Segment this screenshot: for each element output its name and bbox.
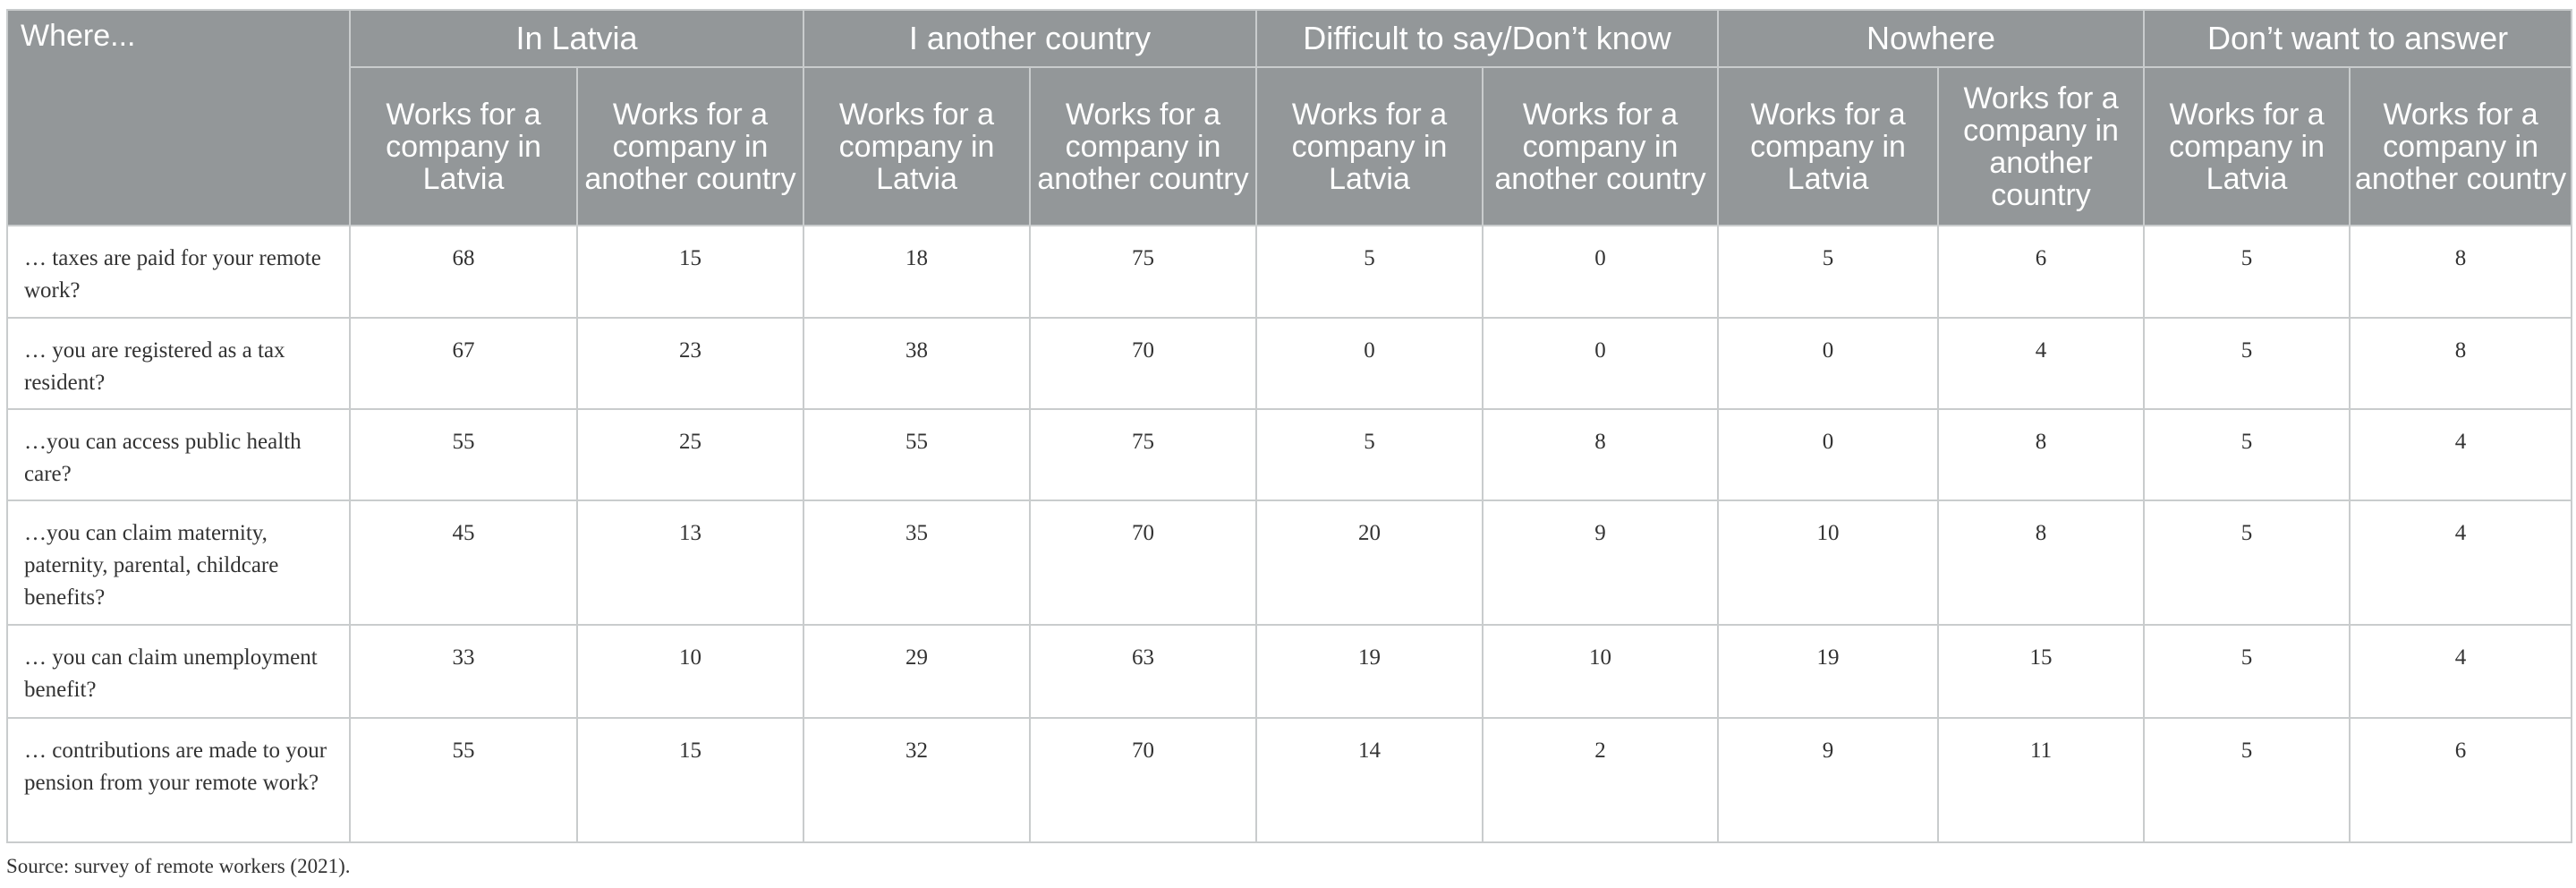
table-cell: 2 [1482,717,1720,843]
table-cell: 10 [1482,624,1720,719]
subheader-latvia-company: Works for a company in Latvia [1717,66,1940,226]
table-cell: 5 [2143,408,2351,501]
table-cell: 63 [1028,624,1258,719]
table-cell: 0 [1482,317,1720,410]
table-cell: 8 [1937,500,2146,626]
table-row: … you are registered as a tax resident? … [6,317,2573,410]
table-cell: 5 [1255,225,1484,319]
group-header-another-country: I another country [802,9,1258,68]
table-cell: 4 [2349,624,2573,719]
subheader-latvia-company: Works for a company in Latvia [349,66,578,226]
table-cell: 70 [1028,717,1258,843]
subheader-row: Works for a company in Latvia Works for … [7,66,2573,226]
table-cell: 9 [1482,500,1720,626]
table-cell: 67 [349,317,578,410]
corner-header: Where... [6,9,351,226]
table-cell: 18 [803,225,1031,319]
group-header-difficult-to-say: Difficult to say/Don’t know [1255,9,1720,68]
group-header-row: Where... In Latvia I another country Dif… [6,9,2573,226]
table-cell: 19 [1717,624,1940,719]
row-label: … you are registered as a tax resident? [6,317,351,410]
table-cell: 38 [803,317,1031,410]
table-cell: 25 [576,408,804,501]
table-cell: 5 [2143,717,2351,843]
table-row: …you can access public health care? 55 2… [6,408,2573,501]
table-cell: 8 [1937,408,2146,501]
row-label: …you can access public health care? [6,408,351,501]
subheader-latvia-company: Works for a company in Latvia [803,66,1031,226]
table-row: …you can claim maternity, paternity, par… [6,500,2573,626]
table-cell: 8 [2349,317,2573,410]
table-cell: 68 [349,225,578,319]
table-cell: 20 [1255,500,1484,626]
table-cell: 5 [2143,225,2351,319]
table-cell: 8 [2349,225,2573,319]
table-cell: 4 [1937,317,2146,410]
table-cell: 75 [1028,225,1258,319]
group-header-in-latvia: In Latvia [349,9,804,68]
subheader-latvia-company: Works for a company in Latvia [2143,66,2351,226]
source-note: Source: survey of remote workers (2021). [6,855,351,877]
table-cell: 5 [1717,225,1940,319]
survey-table-container: Where... In Latvia I another country Dif… [6,9,2573,843]
table-cell: 9 [1717,717,1940,843]
table-cell: 70 [1028,317,1258,410]
table-cell: 35 [803,500,1031,626]
table-cell: 10 [1717,500,1940,626]
table-row: … taxes are paid for your remote work? 6… [6,225,2573,319]
table-cell: 45 [349,500,578,626]
table-row: … contributions are made to your pension… [6,717,2573,843]
table-row: … you can claim unemployment benefit? 33… [6,624,2573,719]
row-label: … you can claim unemployment benefit? [6,624,351,719]
table-cell: 8 [1482,408,1720,501]
table-cell: 32 [803,717,1031,843]
subheader-foreign-company: Works for a company in another country [2349,66,2573,226]
group-header-dont-want-to-answer: Don’t want to answer [2143,9,2573,68]
subheader-foreign-company: Works for a company in another country [1482,66,1720,226]
table-cell: 10 [576,624,804,719]
table-cell: 70 [1028,500,1258,626]
survey-table: Where... In Latvia I another country Dif… [6,9,2573,843]
table-cell: 6 [2349,717,2573,843]
table-cell: 4 [2349,500,2573,626]
table-cell: 5 [1255,408,1484,501]
table-cell: 5 [2143,500,2351,626]
table-cell: 55 [349,717,578,843]
table-cell: 11 [1937,717,2146,843]
subheader-foreign-company: Works for a company in another country [1937,66,2146,226]
table-cell: 0 [1717,408,1940,501]
table-cell: 55 [803,408,1031,501]
table-cell: 5 [2143,317,2351,410]
row-label: … contributions are made to your pension… [6,717,351,843]
table-cell: 55 [349,408,578,501]
group-header-nowhere: Nowhere [1717,9,2146,68]
row-label: … taxes are paid for your remote work? [6,225,351,319]
table-cell: 15 [576,225,804,319]
table-cell: 4 [2349,408,2573,501]
table-cell: 33 [349,624,578,719]
subheader-foreign-company: Works for a company in another country [1028,66,1258,226]
table-cell: 29 [803,624,1031,719]
table-cell: 23 [576,317,804,410]
table-cell: 13 [576,500,804,626]
table-cell: 14 [1255,717,1484,843]
table-cell: 0 [1255,317,1484,410]
table-cell: 19 [1255,624,1484,719]
table-cell: 75 [1028,408,1258,501]
row-label: …you can claim maternity, paternity, par… [6,500,351,626]
table-cell: 15 [576,717,804,843]
table-cell: 15 [1937,624,2146,719]
subheader-foreign-company: Works for a company in another country [576,66,804,226]
table-cell: 5 [2143,624,2351,719]
subheader-latvia-company: Works for a company in Latvia [1255,66,1484,226]
table-cell: 0 [1482,225,1720,319]
table-cell: 6 [1937,225,2146,319]
table-cell: 0 [1717,317,1940,410]
